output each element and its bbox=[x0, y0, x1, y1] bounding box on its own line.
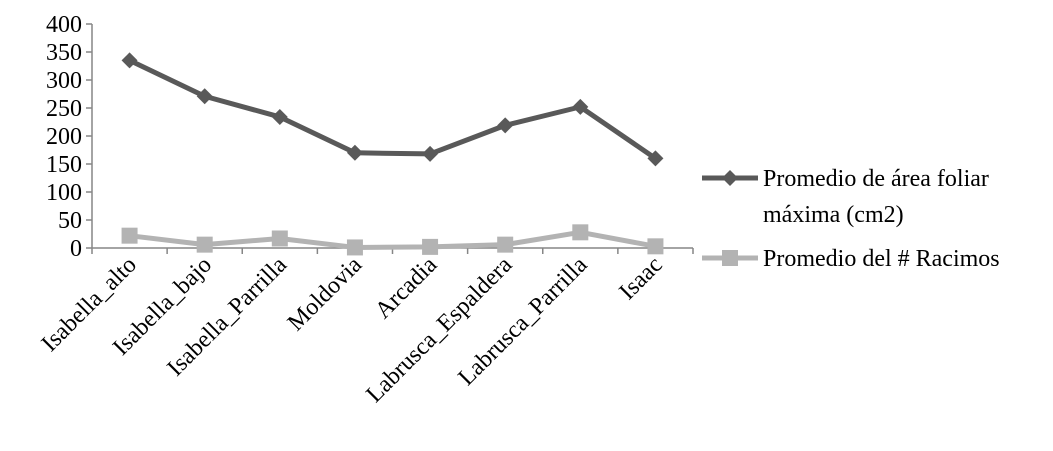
y-tick-label: 350 bbox=[46, 40, 82, 66]
series-line bbox=[129, 229, 656, 250]
series-2 bbox=[121, 224, 664, 256]
y-tick-label: 300 bbox=[46, 68, 82, 94]
legend-label: máxima (cm2) bbox=[763, 202, 904, 228]
data-point bbox=[497, 236, 514, 253]
data-point bbox=[422, 145, 439, 162]
data-point bbox=[422, 238, 439, 255]
legend-marker bbox=[722, 250, 738, 266]
x-tick-label: Moldovia bbox=[283, 252, 368, 337]
legend-item-1: Promedio de área foliar máxima (cm2) bbox=[702, 166, 989, 228]
x-axis-ticks: Isabella_altoIsabella_bajoIsabella_Parri… bbox=[37, 248, 694, 408]
y-tick-label: 150 bbox=[46, 152, 82, 178]
data-point bbox=[572, 224, 589, 241]
data-point bbox=[196, 88, 213, 105]
data-point bbox=[196, 236, 213, 253]
x-tick-label: Arcadia bbox=[370, 252, 442, 324]
y-tick-label: 400 bbox=[46, 12, 82, 38]
x-tick-label: Labrusca_Parrilla bbox=[454, 252, 593, 391]
data-point bbox=[271, 230, 288, 247]
y-tick-label: 200 bbox=[46, 124, 82, 150]
data-point bbox=[647, 238, 664, 255]
chart-axes bbox=[91, 24, 693, 249]
series-layer bbox=[121, 52, 664, 256]
legend-marker bbox=[722, 170, 738, 186]
y-tick-label: 100 bbox=[46, 180, 82, 206]
series-line bbox=[128, 58, 657, 161]
series-1 bbox=[121, 52, 664, 167]
y-tick-label: 50 bbox=[58, 208, 82, 234]
data-point bbox=[271, 108, 288, 125]
data-point bbox=[497, 117, 514, 134]
data-point bbox=[121, 52, 138, 69]
data-point bbox=[346, 144, 363, 161]
data-point bbox=[647, 150, 664, 167]
y-tick-label: 250 bbox=[46, 96, 82, 122]
data-point bbox=[121, 227, 138, 244]
legend-label: Promedio del # Racimos bbox=[763, 246, 1000, 272]
y-tick-label: 0 bbox=[70, 236, 82, 262]
data-point bbox=[346, 239, 363, 256]
legend-item-2: Promedio del # Racimos bbox=[702, 246, 1000, 272]
data-point bbox=[572, 98, 589, 115]
legend-label: Promedio de área foliar bbox=[763, 166, 989, 192]
x-tick-label: Isaac bbox=[614, 252, 667, 305]
x-tick-label: Labrusca_Espaldera bbox=[361, 252, 517, 408]
